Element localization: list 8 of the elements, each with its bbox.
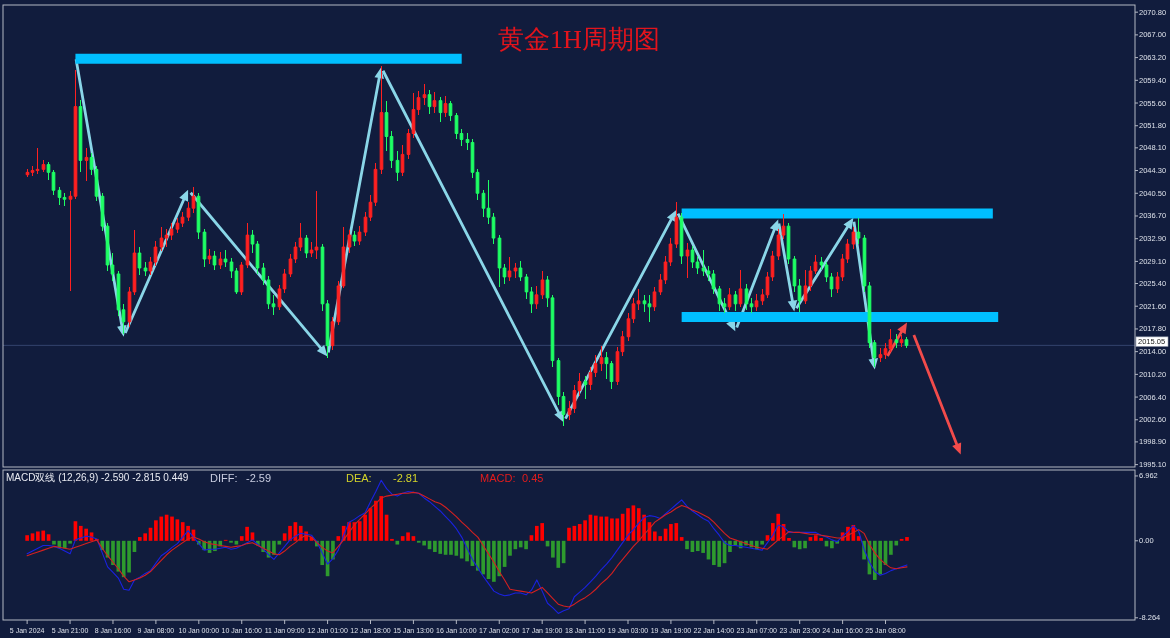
annotation: -2.59 <box>246 472 272 484</box>
annotation: MACD: <box>480 472 516 484</box>
annotation: DIFF: <box>210 472 238 484</box>
annotation: -2.81 <box>393 472 419 484</box>
annotation: MACD双线 (12,26,9) -2.590 -2.815 0.449 <box>6 472 189 483</box>
annotation: 0.45 <box>522 472 544 484</box>
annotation: DEA: <box>346 472 372 484</box>
text: 黄金1H周期图 <box>498 25 660 54</box>
